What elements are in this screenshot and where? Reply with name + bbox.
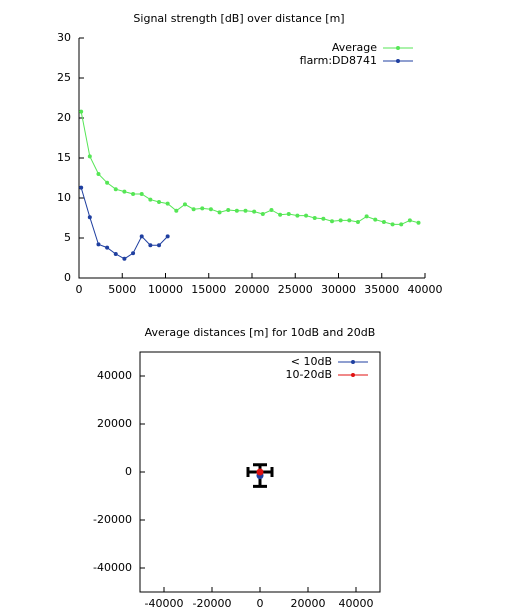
y-tick-label: 0 — [64, 271, 71, 284]
data-point — [87, 215, 92, 220]
x-tick-label: 35000 — [364, 283, 399, 296]
y-tick-label: 10 — [57, 191, 71, 204]
data-point — [148, 197, 153, 202]
data-point — [105, 180, 110, 185]
y-tick-label: 20 — [57, 111, 71, 124]
y-tick-label: -40000 — [93, 561, 132, 574]
data-point — [131, 192, 136, 196]
x-tick-label: 5000 — [108, 283, 136, 296]
x-tick-label: 40000 — [408, 283, 443, 296]
data-point — [174, 208, 179, 213]
data-point — [278, 212, 283, 217]
data-point — [295, 213, 300, 218]
legend-marker — [396, 59, 400, 63]
data-point — [226, 208, 231, 212]
data-point — [165, 201, 170, 206]
data-point — [373, 217, 378, 222]
data-point — [256, 468, 264, 476]
data-point — [355, 220, 360, 224]
data-point — [217, 210, 222, 215]
y-tick-label: 15 — [57, 151, 71, 164]
data-point — [165, 234, 170, 239]
data-point — [200, 206, 205, 211]
legend-label: flarm:DD8741 — [300, 54, 377, 67]
data-point — [191, 207, 196, 212]
data-point — [364, 214, 369, 219]
series-line — [80, 187, 169, 260]
data-point — [381, 220, 386, 224]
data-point — [416, 220, 421, 225]
data-point — [96, 242, 101, 247]
x-tick-label: 15000 — [191, 283, 226, 296]
data-point — [139, 192, 144, 196]
data-point — [182, 202, 187, 207]
data-point — [157, 200, 162, 204]
data-point — [122, 189, 127, 194]
data-point — [157, 243, 162, 248]
data-point — [330, 219, 335, 224]
x-tick-label: -40000 — [145, 597, 184, 610]
y-tick-label: 40000 — [97, 369, 132, 382]
data-point — [312, 216, 317, 220]
x-tick-label: 0 — [257, 597, 264, 610]
data-point — [113, 252, 118, 256]
chart-title: Signal strength [dB] over distance [m] — [133, 12, 344, 25]
series-line — [80, 111, 419, 225]
data-point — [260, 212, 265, 216]
data-point — [208, 207, 213, 212]
data-point — [321, 216, 326, 221]
data-point — [234, 208, 239, 213]
data-point — [96, 172, 101, 176]
y-tick-label: 0 — [125, 465, 132, 478]
data-point — [286, 212, 291, 216]
y-tick-label: 25 — [57, 71, 71, 84]
plot-axes — [78, 38, 425, 279]
data-point — [122, 256, 127, 261]
x-tick-label: 40000 — [339, 597, 374, 610]
x-tick-label: 20000 — [235, 283, 270, 296]
x-tick-label: 25000 — [278, 283, 313, 296]
x-tick-label: -20000 — [193, 597, 232, 610]
data-point — [399, 222, 404, 227]
data-point — [243, 208, 248, 213]
x-tick-label: 10000 — [148, 283, 183, 296]
data-point — [269, 208, 274, 212]
legend-marker — [351, 373, 355, 377]
data-point — [347, 218, 352, 223]
legend-label: < 10dB — [291, 355, 332, 368]
y-tick-label: 5 — [64, 231, 71, 244]
data-point — [105, 245, 110, 250]
data-point — [338, 218, 343, 223]
data-point — [252, 209, 257, 214]
legend-label: Average — [332, 41, 377, 54]
x-tick-label: 30000 — [321, 283, 356, 296]
data-point — [131, 251, 136, 256]
data-point — [304, 213, 309, 218]
data-point — [79, 185, 84, 190]
legend-marker — [396, 46, 400, 50]
data-point — [87, 154, 92, 159]
data-point — [79, 109, 84, 114]
y-tick-label: 20000 — [97, 417, 132, 430]
y-tick-label: 30 — [57, 31, 71, 44]
x-tick-label: 0 — [76, 283, 83, 296]
legend-marker — [351, 360, 355, 364]
x-tick-label: 20000 — [291, 597, 326, 610]
data-point — [113, 187, 118, 192]
legend-label: 10-20dB — [286, 368, 333, 381]
data-point — [148, 243, 153, 248]
data-point — [407, 218, 412, 223]
y-tick-label: -20000 — [93, 513, 132, 526]
data-point — [139, 234, 144, 239]
data-point — [390, 222, 395, 227]
chart-title: Average distances [m] for 10dB and 20dB — [145, 326, 376, 339]
